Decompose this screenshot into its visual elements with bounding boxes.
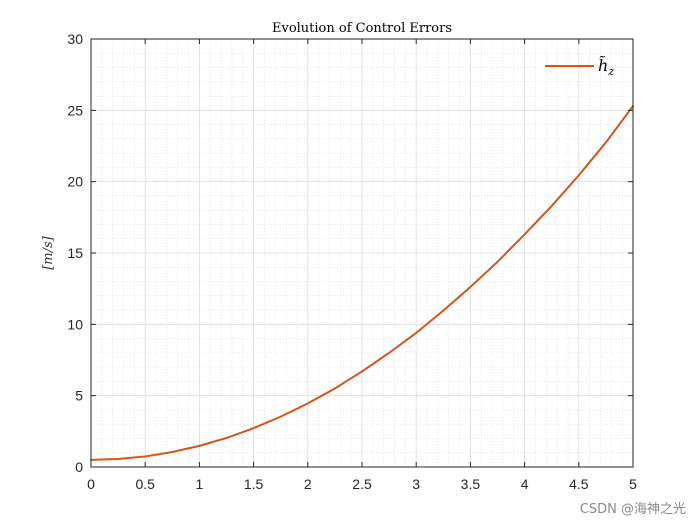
x-tick-label: 3.5 [461, 476, 481, 492]
y-tick-label: 0 [75, 459, 83, 475]
y-tick-label: 30 [67, 31, 83, 47]
legend-label: h̃z [598, 56, 614, 78]
x-tick-label: 1 [196, 476, 204, 492]
x-tick-label: 4 [521, 476, 529, 492]
series-layer [90, 105, 634, 461]
chart-title: Evolution of Control Errors [272, 21, 452, 36]
legend-label-subscript: z [607, 65, 614, 78]
y-tick-label: 15 [67, 245, 83, 261]
y-tick-label: 25 [67, 102, 83, 118]
x-tick-label: 1.5 [244, 476, 264, 492]
x-tick-labels: 0 0.5 1 1.5 2 2.5 3 3.5 4 4.5 5 [87, 476, 637, 492]
plot-area: 0 0.5 1 1.5 2 2.5 3 3.5 4 4.5 5 0 5 10 15 20 25 30 [67, 31, 637, 492]
x-tick-label: 0 [87, 476, 95, 492]
x-tick-label: 0.5 [135, 476, 155, 492]
legend: h̃z [545, 56, 614, 78]
y-tick-labels: 0 5 10 15 20 25 30 [67, 31, 83, 475]
series-line [90, 105, 634, 461]
x-tick-label: 2 [304, 476, 312, 492]
y-tick-label: 20 [67, 174, 83, 190]
x-tick-label: 3 [412, 476, 420, 492]
watermark: CSDN @海神之光 [579, 502, 686, 517]
y-tick-label: 10 [67, 316, 83, 332]
y-tick-label: 5 [75, 388, 83, 404]
ticks [90, 38, 634, 468]
x-tick-label: 4.5 [569, 476, 589, 492]
x-tick-label: 5 [629, 476, 637, 492]
legend-label-base: h̃ [598, 56, 608, 75]
y-axis-label: [m/s] [41, 235, 56, 269]
x-tick-label: 2.5 [352, 476, 372, 492]
